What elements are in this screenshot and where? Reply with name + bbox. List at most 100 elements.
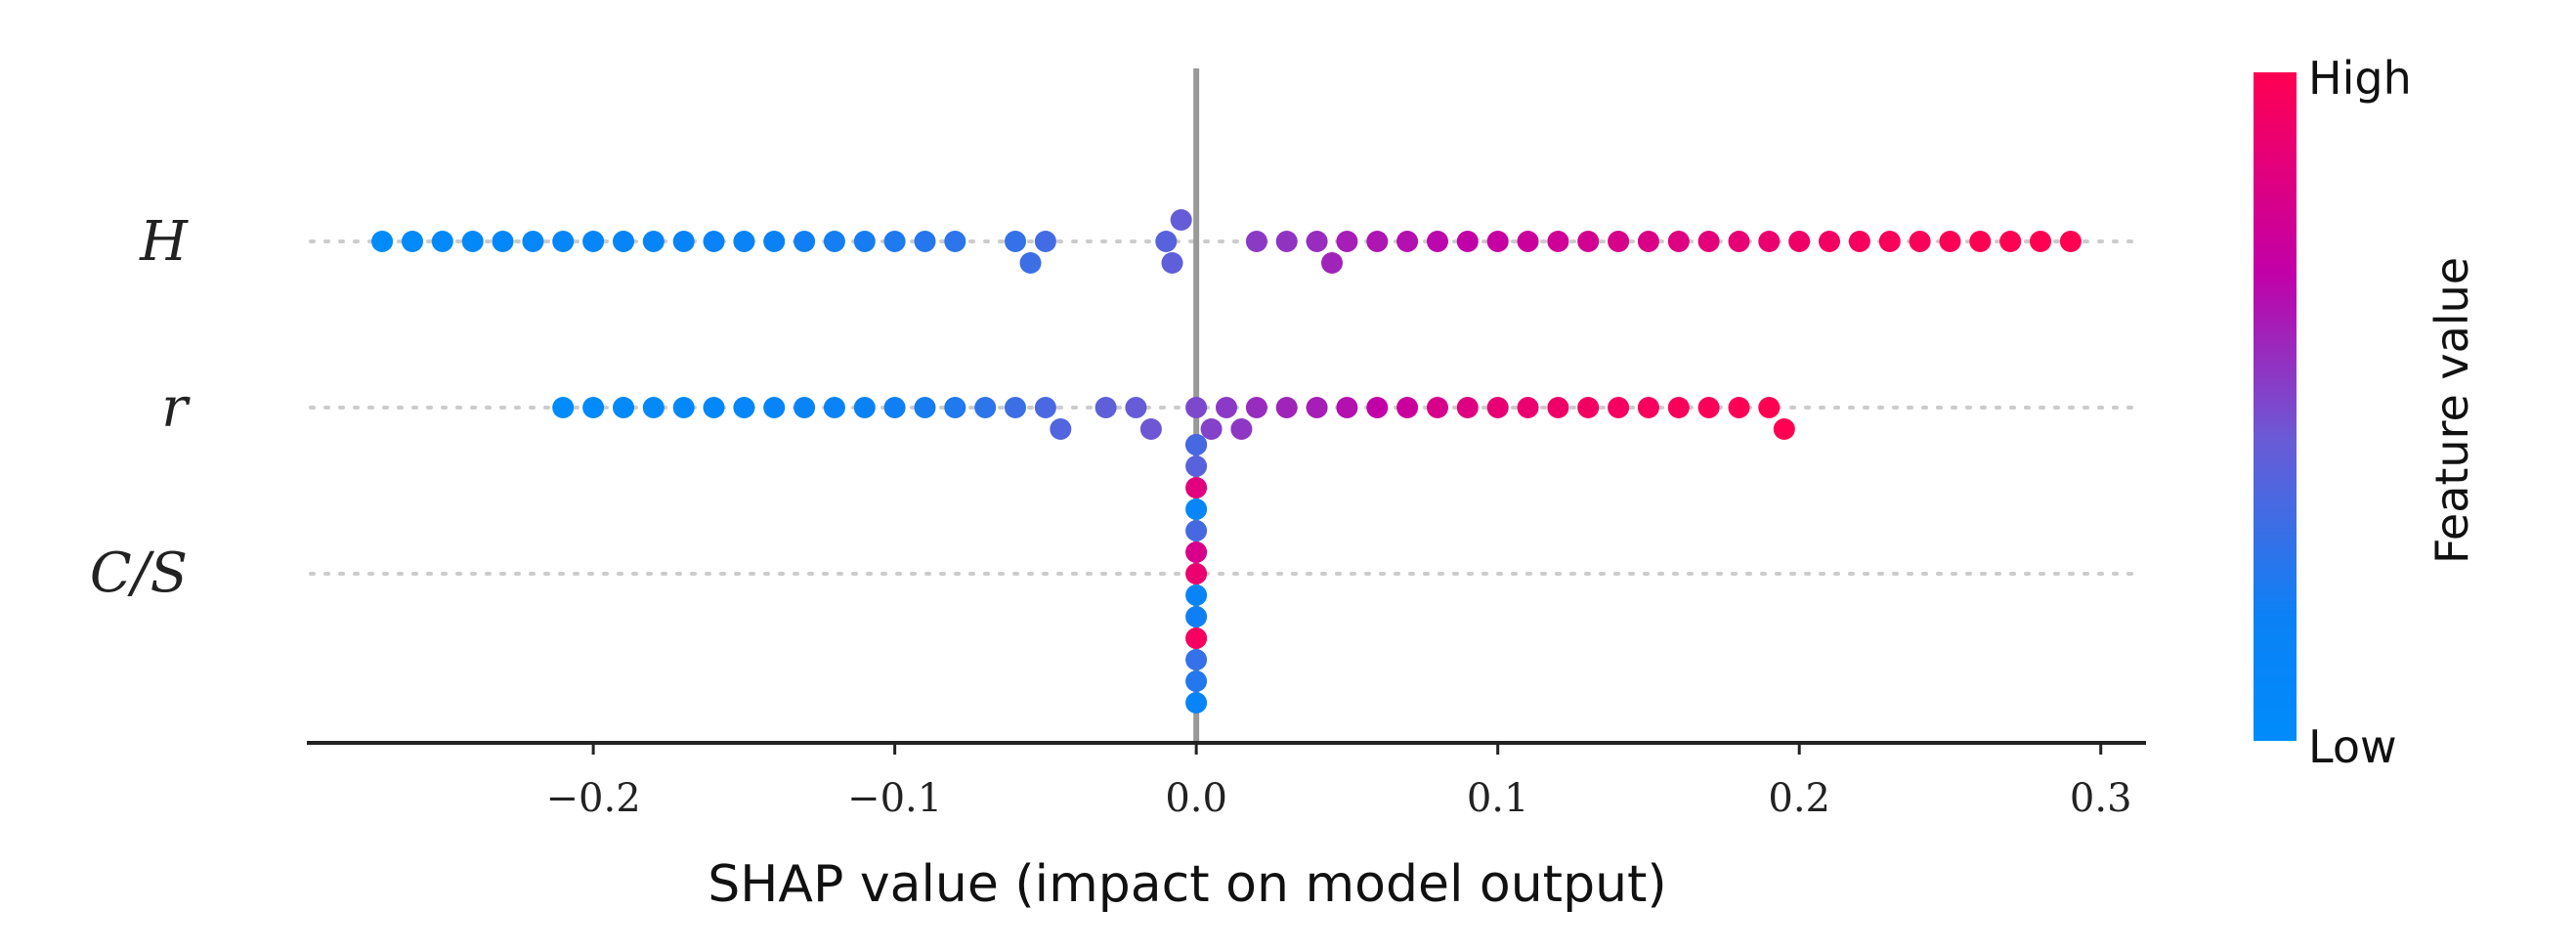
shap-point-h (733, 231, 755, 252)
shap-point-h (1728, 231, 1750, 252)
shap-point-r (1366, 397, 1389, 418)
shap-point-r (1577, 397, 1600, 418)
shap-point-r (1139, 418, 1162, 440)
shap-point-h (1336, 231, 1358, 252)
shap-point-h (1819, 231, 1840, 252)
shap-point-h (1969, 231, 1992, 252)
shap-point-r (1547, 397, 1569, 418)
shap-point-h (371, 231, 394, 252)
shap-point-h (883, 231, 906, 252)
shap-point-r (1125, 397, 1147, 418)
shap-point-r (1396, 397, 1419, 418)
shap-point-r (1486, 397, 1509, 418)
shap-point-h (1396, 231, 1419, 252)
shap-point-h (914, 231, 936, 252)
shap-point-c-s (1185, 627, 1208, 649)
shap-point-r (1095, 397, 1117, 418)
shap-point-c-s (1185, 434, 1208, 455)
shap-point-h (1577, 231, 1600, 252)
shap-point-r (1517, 397, 1539, 418)
shap-point-c-s (1185, 477, 1208, 498)
shap-point-h (1517, 231, 1539, 252)
shap-point-h (1034, 231, 1056, 252)
x-tick-label: 0.0 (1165, 776, 1227, 821)
shap-point-h (1939, 231, 1961, 252)
shap-points (371, 209, 2082, 714)
shap-point-h (1155, 231, 1178, 252)
shap-point-h (823, 231, 845, 252)
shap-point-h (944, 231, 966, 252)
shap-point-h (2059, 231, 2082, 252)
shap-point-h (2030, 231, 2051, 252)
colorbar-low-label: Low (2308, 720, 2397, 773)
shap-point-r (1216, 397, 1237, 418)
shap-point-h (1909, 231, 1931, 252)
shap-point-r (823, 397, 845, 418)
shap-point-h (1005, 231, 1026, 252)
shap-point-r (1050, 418, 1072, 440)
shap-point-h (1366, 231, 1389, 252)
shap-point-h (1321, 252, 1343, 274)
colorbar-high-label: High (2308, 52, 2412, 105)
shap-point-r (672, 397, 695, 418)
shap-point-h (402, 231, 423, 252)
shap-point-r (582, 397, 605, 418)
shap-point-c-s (1185, 498, 1208, 520)
shap-point-r (1667, 397, 1690, 418)
shap-point-h (461, 231, 484, 252)
shap-point-r (1306, 397, 1328, 418)
shap-point-r (763, 397, 786, 418)
colorbar: High Low Feature value (2254, 52, 2478, 773)
shap-point-h (1758, 231, 1781, 252)
shap-point-h (1999, 231, 2022, 252)
shap-point-h (1427, 231, 1448, 252)
shap-point-r (1275, 397, 1298, 418)
shap-point-r (552, 397, 575, 418)
shap-point-r (1758, 397, 1781, 418)
shap-point-r (642, 397, 665, 418)
shap-point-h (1245, 231, 1267, 252)
shap-point-c-s (1185, 584, 1208, 606)
shap-point-r (944, 397, 966, 418)
shap-point-h (522, 231, 544, 252)
colorbar-gradient (2254, 72, 2297, 741)
shap-point-h (582, 231, 605, 252)
shap-point-r (613, 397, 634, 418)
x-axis-ticks: −0.2 −0.1 0.0 0.1 0.2 0.3 (546, 743, 2132, 821)
shap-point-r (1637, 397, 1659, 418)
shap-point-h (1486, 231, 1509, 252)
shap-point-r (1608, 397, 1630, 418)
shap-point-h (794, 231, 816, 252)
shap-point-r (1034, 397, 1056, 418)
shap-point-h (1456, 231, 1479, 252)
shap-point-r (733, 397, 755, 418)
shap-point-r (1773, 418, 1795, 440)
shap-point-h (672, 231, 695, 252)
shap-point-c-s (1185, 563, 1208, 584)
shap-point-h (763, 231, 786, 252)
shap-point-r (853, 397, 876, 418)
shap-point-h (1878, 231, 1901, 252)
shap-point-h (431, 231, 453, 252)
shap-point-h (1697, 231, 1720, 252)
shap-point-c-s (1185, 671, 1208, 692)
x-tick-label: 0.1 (1467, 776, 1529, 821)
x-tick-label: 0.3 (2070, 776, 2132, 821)
feature-labels: H r C/S (90, 210, 191, 605)
shap-point-c-s (1185, 455, 1208, 477)
shap-point-r (1728, 397, 1750, 418)
x-tick-label: −0.2 (546, 776, 641, 821)
shap-point-c-s (1185, 520, 1208, 541)
shap-point-h (1547, 231, 1569, 252)
shap-point-r (1185, 397, 1208, 418)
colorbar-title: Feature value (2426, 257, 2478, 564)
shap-point-r (1697, 397, 1720, 418)
shap-point-r (1427, 397, 1448, 418)
shap-point-h (642, 231, 665, 252)
shap-point-r (1230, 418, 1253, 440)
shap-point-c-s (1185, 692, 1208, 714)
shap-point-h (1788, 231, 1811, 252)
shap-point-r (1005, 397, 1026, 418)
shap-point-r (703, 397, 725, 418)
